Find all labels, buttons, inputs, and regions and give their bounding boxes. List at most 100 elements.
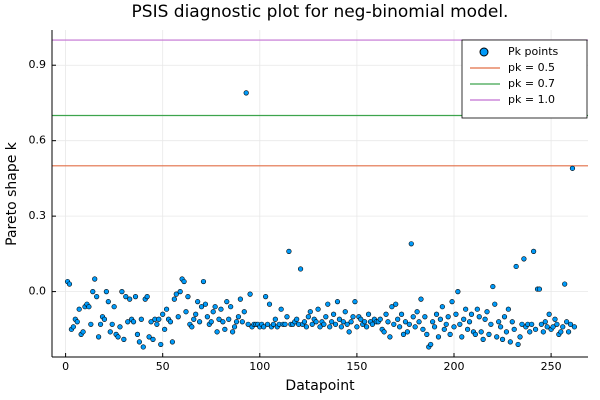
point <box>115 334 121 340</box>
point <box>478 329 484 335</box>
point <box>517 334 523 340</box>
point <box>338 324 344 330</box>
point <box>544 324 550 330</box>
x-axis-label: Datapoint <box>285 378 355 394</box>
point <box>76 306 82 312</box>
point <box>424 331 430 337</box>
point <box>406 321 412 327</box>
point <box>109 321 115 327</box>
point <box>342 309 348 315</box>
legend-label: pk = 0.7 <box>508 77 555 90</box>
point <box>204 314 210 320</box>
point <box>132 294 139 300</box>
point <box>270 321 276 327</box>
point <box>88 321 94 327</box>
point <box>103 289 109 295</box>
point <box>385 319 391 325</box>
point <box>445 314 451 320</box>
point <box>266 301 273 307</box>
point <box>476 314 482 320</box>
point <box>457 321 463 327</box>
y-tick-label: 0.0 <box>29 285 47 298</box>
point <box>245 321 251 327</box>
point <box>130 319 137 325</box>
point <box>550 324 556 330</box>
point <box>336 316 343 322</box>
point <box>354 324 360 330</box>
point <box>297 266 304 272</box>
point <box>564 319 570 325</box>
point <box>480 336 486 342</box>
point <box>365 311 372 317</box>
y-tick-label: 0.6 <box>29 134 47 147</box>
point <box>387 334 393 340</box>
point <box>393 301 399 307</box>
point <box>521 256 527 262</box>
point <box>431 324 438 330</box>
point <box>66 281 73 287</box>
point <box>200 278 207 285</box>
point <box>464 326 471 332</box>
point <box>397 324 403 330</box>
point <box>233 319 240 325</box>
point <box>334 299 341 305</box>
point <box>484 309 490 315</box>
point <box>329 319 335 325</box>
point <box>218 306 224 312</box>
point <box>196 319 203 325</box>
point <box>348 319 354 325</box>
point <box>92 276 98 282</box>
point <box>408 241 414 247</box>
point <box>107 329 113 335</box>
x-tick-label: 200 <box>444 360 465 373</box>
point <box>391 321 397 327</box>
point <box>117 324 123 330</box>
point <box>439 304 445 310</box>
point <box>468 311 475 317</box>
point <box>364 324 370 330</box>
point <box>181 278 187 285</box>
legend-label: Pk points <box>508 45 559 58</box>
point <box>309 321 315 327</box>
point <box>94 294 100 300</box>
point <box>282 321 288 327</box>
point <box>492 301 498 307</box>
point <box>216 316 222 322</box>
point <box>169 339 176 345</box>
point <box>323 314 329 320</box>
point <box>228 304 234 310</box>
point <box>466 319 473 325</box>
legend-label: pk = 0.5 <box>508 61 555 74</box>
point <box>195 299 201 305</box>
x-tick-label: 0 <box>62 360 69 373</box>
point <box>125 319 131 325</box>
point <box>162 326 168 332</box>
legend: Pk points pk = 0.5 pk = 0.7 pk = 1.0 <box>461 39 588 119</box>
point <box>447 331 453 337</box>
point <box>400 331 407 337</box>
point <box>437 316 444 322</box>
point <box>208 319 214 325</box>
point <box>352 299 358 305</box>
point <box>156 316 162 322</box>
point <box>173 291 179 297</box>
point <box>134 331 141 337</box>
point <box>346 329 352 335</box>
point <box>90 289 96 295</box>
point <box>377 316 383 322</box>
point <box>70 324 76 330</box>
point <box>496 319 502 325</box>
point <box>398 311 405 317</box>
point <box>567 321 574 327</box>
point <box>160 311 166 317</box>
point <box>193 311 199 317</box>
point <box>519 321 525 327</box>
point <box>410 314 416 320</box>
point <box>305 314 311 320</box>
point <box>569 165 576 171</box>
point <box>381 329 387 335</box>
point <box>536 286 543 292</box>
point <box>503 329 510 335</box>
point <box>513 263 519 270</box>
point <box>511 326 517 332</box>
